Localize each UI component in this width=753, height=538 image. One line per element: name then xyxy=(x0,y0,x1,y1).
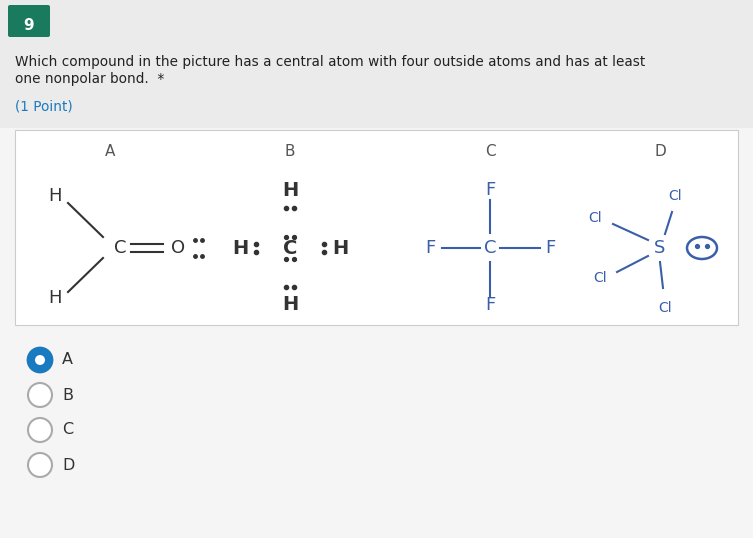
Circle shape xyxy=(348,153,412,217)
Text: 24: 24 xyxy=(250,349,370,431)
Text: H: H xyxy=(232,238,248,258)
Circle shape xyxy=(35,355,45,365)
Text: Cl: Cl xyxy=(658,301,672,315)
Circle shape xyxy=(28,348,52,372)
Text: B: B xyxy=(62,387,73,402)
Text: F: F xyxy=(425,239,435,257)
Circle shape xyxy=(530,360,590,420)
Text: C: C xyxy=(485,145,495,159)
Bar xyxy=(0,0,753,128)
Text: Which compound in the picture has a central atom with four outside atoms and has: Which compound in the picture has a cent… xyxy=(15,55,645,69)
Text: C: C xyxy=(483,239,496,257)
Text: B: B xyxy=(285,145,295,159)
Text: 24: 24 xyxy=(185,188,305,272)
Circle shape xyxy=(560,430,620,490)
Text: C: C xyxy=(283,238,297,258)
Circle shape xyxy=(590,360,650,420)
Text: 25: 25 xyxy=(500,434,620,516)
Circle shape xyxy=(278,153,342,217)
Circle shape xyxy=(28,383,52,407)
FancyBboxPatch shape xyxy=(8,5,50,37)
Text: A: A xyxy=(62,352,73,367)
Text: H: H xyxy=(48,187,62,205)
Text: A: A xyxy=(105,145,115,159)
Text: H: H xyxy=(282,295,298,315)
Bar xyxy=(0,328,753,538)
Text: F: F xyxy=(545,239,555,257)
Text: one nonpolar bond.  *: one nonpolar bond. * xyxy=(15,72,164,86)
Circle shape xyxy=(420,430,480,490)
Circle shape xyxy=(28,453,52,477)
Text: H: H xyxy=(48,289,62,307)
Text: S: S xyxy=(654,239,666,257)
Circle shape xyxy=(498,153,562,217)
Text: 9: 9 xyxy=(23,18,35,32)
Text: C: C xyxy=(114,239,127,257)
Text: (1 Point): (1 Point) xyxy=(15,100,73,114)
Circle shape xyxy=(660,360,720,420)
Text: F: F xyxy=(485,181,495,199)
Bar xyxy=(15,130,738,325)
Text: H: H xyxy=(282,181,298,200)
Circle shape xyxy=(350,430,410,490)
Text: Cl: Cl xyxy=(668,189,681,203)
Circle shape xyxy=(398,153,462,217)
Text: O: O xyxy=(171,239,185,257)
Circle shape xyxy=(28,418,52,442)
Text: Cl: Cl xyxy=(588,211,602,225)
Text: H: H xyxy=(332,238,348,258)
Text: F: F xyxy=(485,296,495,314)
Text: Cl: Cl xyxy=(593,271,607,285)
Text: D: D xyxy=(62,457,75,472)
Circle shape xyxy=(490,430,550,490)
Circle shape xyxy=(448,153,512,217)
Text: D: D xyxy=(654,145,666,159)
Text: C: C xyxy=(62,422,73,437)
Circle shape xyxy=(460,360,520,420)
